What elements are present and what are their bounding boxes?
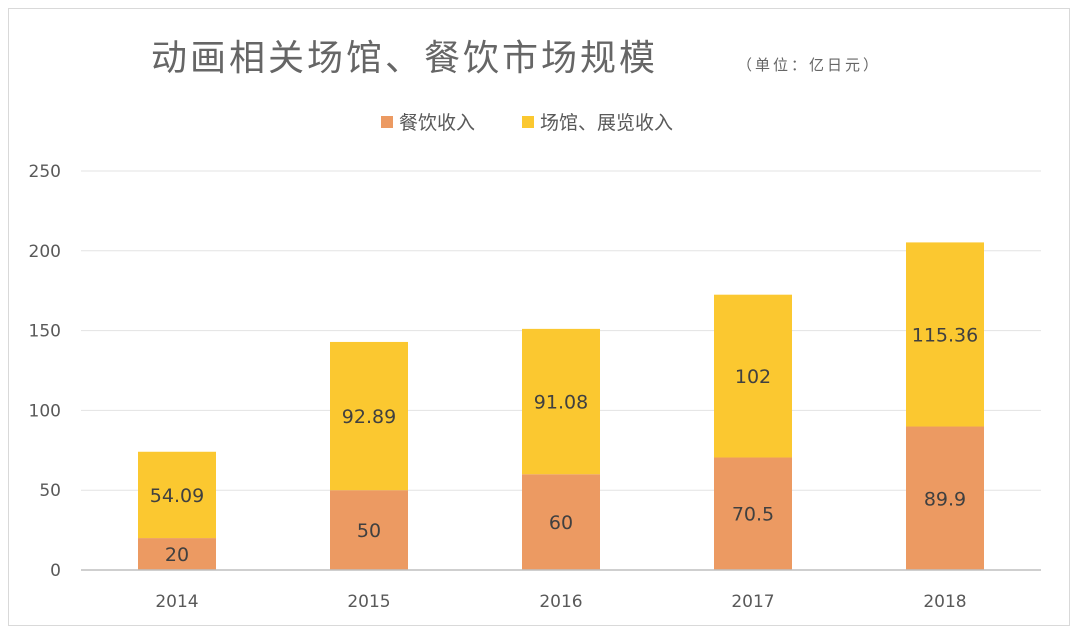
y-tick-label: 150 bbox=[29, 322, 61, 342]
y-tick-label: 200 bbox=[29, 242, 61, 262]
x-tick-label: 2017 bbox=[731, 592, 774, 612]
bars bbox=[138, 242, 984, 570]
data-label-food: 20 bbox=[165, 544, 189, 566]
data-label-venue: 92.89 bbox=[342, 406, 396, 428]
data-label-food: 89.9 bbox=[924, 488, 966, 510]
x-tick-label: 2016 bbox=[539, 592, 582, 612]
bar-segment-venue bbox=[906, 242, 984, 427]
legend-swatch-food bbox=[381, 116, 393, 128]
data-label-venue: 115.36 bbox=[912, 324, 978, 346]
bar-segment-venue bbox=[138, 451, 216, 539]
stacked-bar-chart: 动画相关场馆、餐饮市场规模 （单位：亿日元） 餐饮收入 场馆、展览收入 0 50 1… bbox=[29, 38, 1041, 612]
y-tick-label: 0 bbox=[50, 561, 61, 581]
y-tick-label: 50 bbox=[39, 481, 61, 501]
data-label-venue: 102 bbox=[735, 366, 771, 388]
data-label-food: 50 bbox=[357, 520, 381, 542]
bar-segment-food bbox=[522, 474, 600, 570]
legend-swatch-venue bbox=[522, 116, 534, 128]
legend-label-food: 餐饮收入 bbox=[399, 112, 475, 134]
legend-label-venue: 场馆、展览收入 bbox=[540, 112, 673, 134]
data-label-venue: 91.08 bbox=[534, 392, 588, 414]
data-label-venue: 54.09 bbox=[150, 485, 204, 507]
bar-segment-venue bbox=[522, 328, 600, 475]
bar-segment-food bbox=[906, 426, 984, 570]
legend: 餐饮收入 场馆、展览收入 bbox=[381, 112, 673, 134]
bar-segment-food bbox=[138, 538, 216, 570]
data-labels: 20 54.09 50 92.89 60 91.08 70.5 102 89.9 115.36 bbox=[150, 324, 978, 566]
data-label-food: 60 bbox=[549, 512, 573, 534]
bar-segment-venue bbox=[714, 294, 792, 458]
y-axis-ticks: 0 50 100 150 200 250 bbox=[29, 162, 61, 581]
x-tick-label: 2018 bbox=[923, 592, 966, 612]
chart-subtitle: （单位：亿日元） bbox=[737, 56, 881, 74]
y-tick-label: 100 bbox=[29, 401, 61, 421]
x-axis-ticks: 2014 2015 2016 2017 2018 bbox=[155, 592, 966, 612]
chart-title: 动画相关场馆、餐饮市场规模 bbox=[151, 38, 658, 79]
data-label-food: 70.5 bbox=[732, 504, 774, 526]
bar-segment-food bbox=[330, 490, 408, 570]
x-tick-label: 2014 bbox=[155, 592, 198, 612]
y-tick-label: 250 bbox=[29, 162, 61, 182]
chart-frame: 动画相关场馆、餐饮市场规模 （单位：亿日元） 餐饮收入 场馆、展览收入 0 50 1… bbox=[8, 8, 1070, 626]
x-tick-label: 2015 bbox=[347, 592, 390, 612]
bar-segment-food bbox=[714, 457, 792, 570]
bar-segment-venue bbox=[330, 341, 408, 491]
